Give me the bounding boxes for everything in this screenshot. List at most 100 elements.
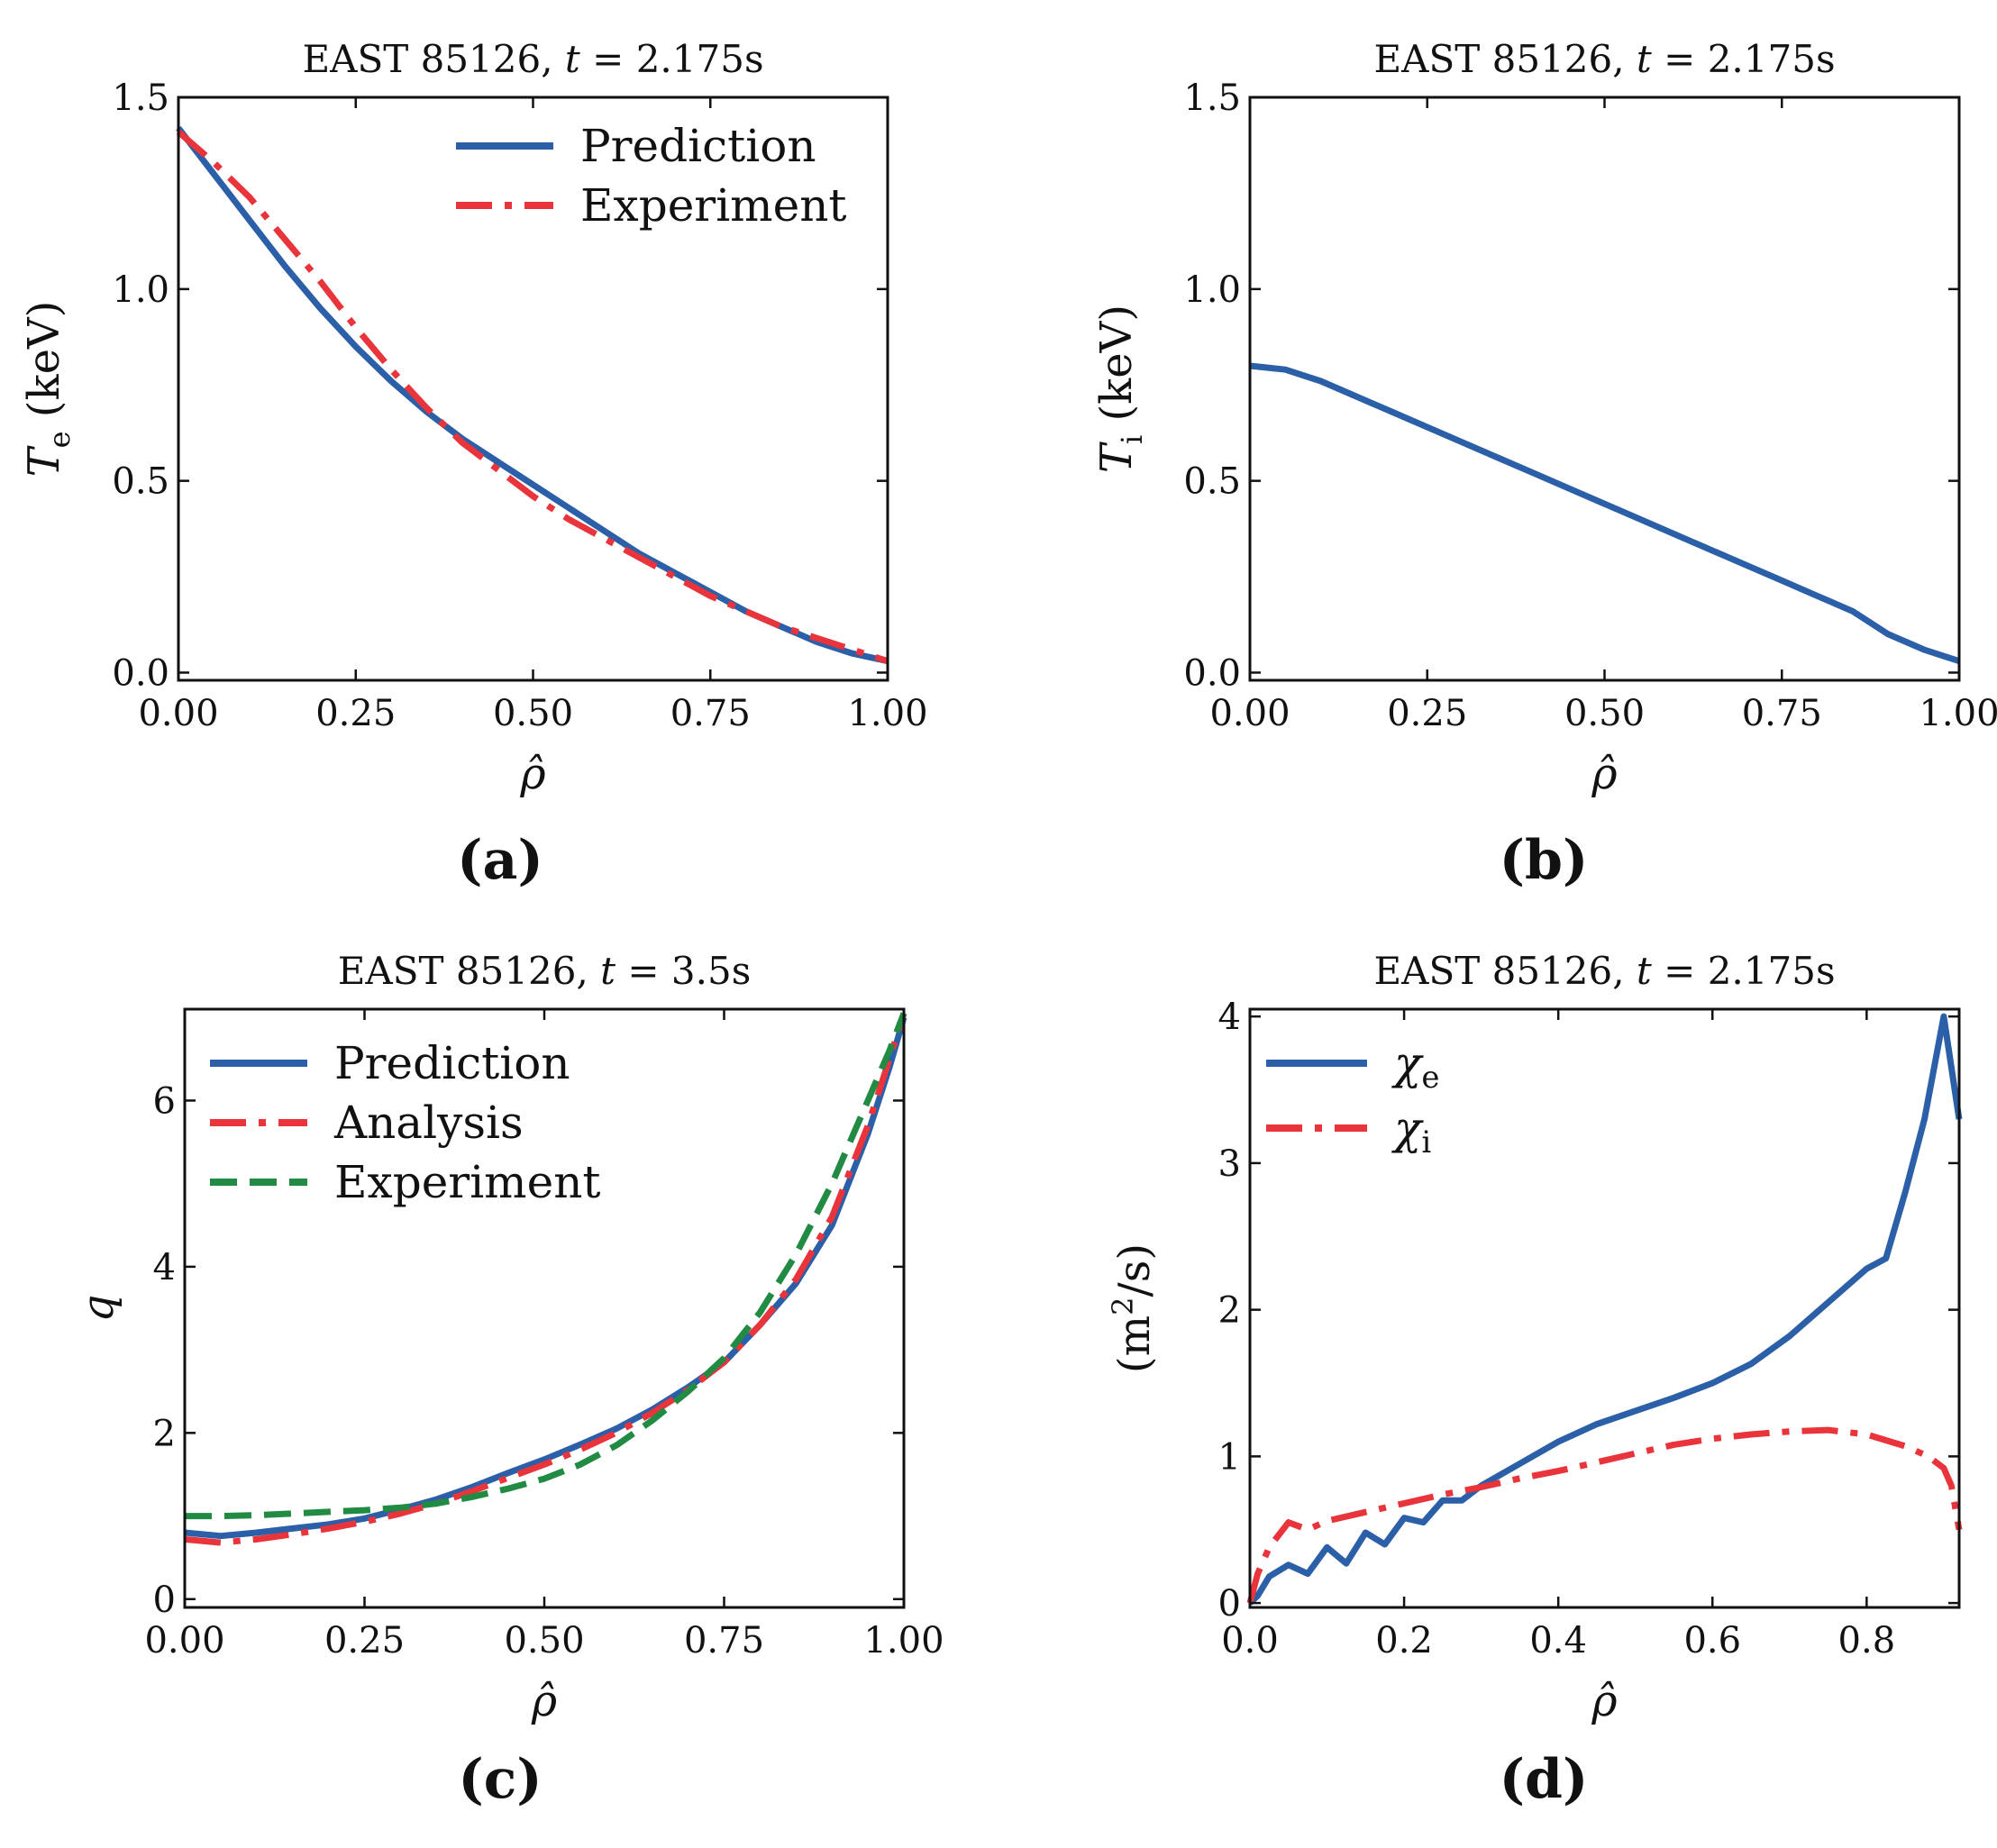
x-tick-label: 0.4 xyxy=(1529,1620,1587,1661)
x-tick-label: 0.8 xyxy=(1838,1620,1896,1661)
y-label-sub: i xyxy=(1115,435,1149,444)
chart-title: EAST 85126, t = 2.175s xyxy=(302,37,763,81)
legend-label: Experiment xyxy=(334,1156,600,1208)
y-axis-label: Te (keV) xyxy=(19,301,77,478)
y-tick-label: 0.0 xyxy=(112,652,169,694)
title-prefix: EAST 85126, xyxy=(338,949,600,993)
x-axis-label: ρ̂ xyxy=(531,1676,557,1726)
x-tick-label: 0.2 xyxy=(1375,1620,1433,1661)
legend-label: Experiment xyxy=(580,179,846,232)
plot-frame xyxy=(1248,1007,1961,1609)
plot-frame xyxy=(1248,96,1961,682)
x-tick-label: 0.00 xyxy=(138,693,218,734)
legend-label: χe xyxy=(1391,1037,1439,1096)
x-axis-label: ρ̂ xyxy=(519,749,545,799)
y-axis-label: Ti (keV) xyxy=(1091,305,1149,473)
x-tick-label: 1.00 xyxy=(847,693,927,734)
series-line-χe xyxy=(1247,1013,1963,1606)
x-tick-label: 0.0 xyxy=(1221,1620,1279,1661)
title-var: t xyxy=(1637,37,1652,81)
x-axis-label: ρ̂ xyxy=(1591,749,1617,799)
chart-panel-d: 0.0 0.2 0.4 0.6 0.8 0 1 2 3 4 EAST 85126, t = 2.17… xyxy=(1106,949,1963,1811)
y-axis-label: (m2/s) xyxy=(1106,1243,1160,1373)
y-label-main: T xyxy=(19,445,69,477)
legend-label: χi xyxy=(1391,1102,1431,1161)
legend-sub: i xyxy=(1421,1124,1431,1161)
legend-label: Prediction xyxy=(334,1037,570,1089)
title-value: = 2.175s xyxy=(1652,949,1836,993)
legend-label: Prediction xyxy=(580,120,816,172)
y-tick-label: 1.0 xyxy=(1183,269,1241,311)
x-tick-label: 0.25 xyxy=(324,1620,405,1661)
panel-label: (d) xyxy=(1500,1748,1589,1811)
panel-label: (c) xyxy=(458,1748,542,1811)
x-tick-label: 0.00 xyxy=(1209,693,1290,734)
y-tick-label: 1 xyxy=(1218,1436,1241,1478)
y-label-unit: /s) xyxy=(1109,1243,1160,1297)
y-tick-label: 0 xyxy=(153,1579,176,1621)
y-tick-label: 2 xyxy=(1218,1290,1241,1332)
series-line-experiment xyxy=(176,129,889,665)
y-tick-label: 2 xyxy=(153,1413,176,1454)
legend-main: χ xyxy=(1391,1102,1424,1154)
title-value: = 2.175s xyxy=(1652,37,1836,81)
chart-title: EAST 85126, t = 2.175s xyxy=(1373,949,1835,993)
series-line-prediction xyxy=(1249,362,1961,665)
y-tick-label: 0.5 xyxy=(112,461,169,503)
y-tick-label: 4 xyxy=(153,1247,176,1288)
series-line-experiment xyxy=(185,1012,907,1520)
x-tick-label: 0.6 xyxy=(1683,1620,1741,1661)
title-value: = 2.175s xyxy=(580,37,764,81)
chart-title: EAST 85126, t = 3.5s xyxy=(338,949,752,993)
series-line-analysis xyxy=(184,1012,907,1546)
y-label-sub: e xyxy=(42,431,77,448)
legend-label: Analysis xyxy=(333,1097,524,1149)
y-label-main: T xyxy=(1091,442,1142,473)
y-tick-label: 1.0 xyxy=(112,269,169,311)
legend: Prediction Experiment xyxy=(456,120,846,232)
y-tick-label: 0 xyxy=(1218,1583,1241,1625)
x-tick-label: 0.25 xyxy=(1387,693,1467,734)
y-tick-label: 6 xyxy=(153,1080,176,1122)
x-tick-label: 0.50 xyxy=(1564,693,1645,734)
y-tick-label: 1.5 xyxy=(1183,77,1241,119)
x-tick-label: 0.50 xyxy=(493,693,573,734)
y-label-unit: (keV) xyxy=(19,301,69,432)
legend: Prediction Analysis Experiment xyxy=(210,1037,600,1208)
title-prefix: EAST 85126, xyxy=(1373,37,1636,81)
title-var: t xyxy=(1637,949,1652,993)
title-value: = 3.5s xyxy=(616,949,751,993)
panel-label: (b) xyxy=(1500,829,1589,892)
y-axis-label: q xyxy=(73,1295,123,1323)
plot-frame xyxy=(183,1007,906,1609)
title-var: t xyxy=(600,949,616,993)
chart-title: EAST 85126, t = 2.175s xyxy=(1373,37,1835,81)
series-line-χi xyxy=(1246,1426,1963,1604)
title-prefix: EAST 85126, xyxy=(1373,949,1636,993)
y-tick-label: 1.5 xyxy=(112,77,169,119)
x-tick-label: 0.75 xyxy=(684,1620,764,1661)
legend-main: χ xyxy=(1391,1037,1424,1089)
y-label-main: (m xyxy=(1109,1315,1160,1373)
title-var: t xyxy=(565,37,580,81)
x-tick-label: 0.75 xyxy=(1742,693,1822,734)
chart-panel-b: 0.00 0.25 0.50 0.75 1.00 0.0 0.5 1.0 1.5 EAST 851… xyxy=(1091,37,1997,892)
x-tick-label: 1.00 xyxy=(1919,693,1997,734)
x-tick-label: 1.00 xyxy=(863,1620,944,1661)
panel-label: (a) xyxy=(457,829,543,892)
x-tick-label: 0.50 xyxy=(504,1620,584,1661)
chart-panel-c: 0.00 0.25 0.50 0.75 1.00 0 2 4 6 EAST 85126, t = … xyxy=(73,949,944,1811)
y-label-main: q xyxy=(73,1295,123,1323)
y-tick-label: 4 xyxy=(1218,997,1241,1038)
x-tick-label: 0.75 xyxy=(670,693,751,734)
legend-sub: e xyxy=(1421,1060,1439,1096)
x-tick-label: 0.00 xyxy=(144,1620,224,1661)
y-tick-label: 0.5 xyxy=(1183,461,1241,503)
chart-panel-a: 0.00 0.25 0.50 0.75 1.00 0.0 0.5 1.0 1.5 EAST 851… xyxy=(19,37,928,892)
y-label-unit: (keV) xyxy=(1091,305,1142,435)
title-prefix: EAST 85126, xyxy=(302,37,564,81)
y-tick-label: 3 xyxy=(1218,1143,1241,1185)
y-tick-label: 0.0 xyxy=(1183,652,1241,694)
